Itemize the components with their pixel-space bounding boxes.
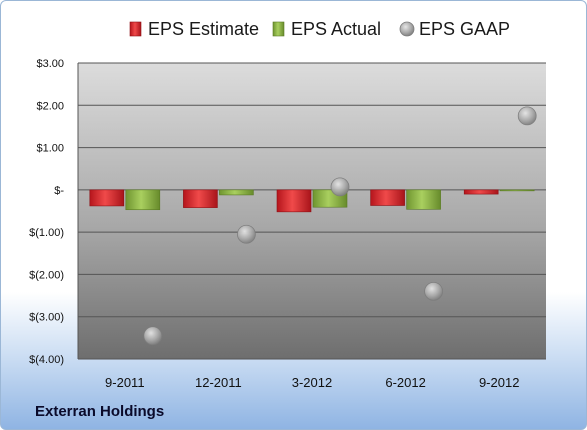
y-tick-label: $(2.00) [29, 269, 64, 281]
eps-estimate-bar [463, 189, 499, 195]
legend-gaap-swatch [399, 21, 415, 37]
y-tick-label: $- [54, 185, 64, 197]
y-tick-label: $(4.00) [29, 354, 64, 366]
company-name: Exterran Holdings [35, 403, 165, 420]
gaap-points [143, 106, 537, 346]
legend-label: EPS Actual [291, 19, 381, 39]
eps-estimate-bar [183, 189, 218, 208]
plot-area [78, 63, 546, 359]
y-tick-label: $(1.00) [29, 227, 64, 239]
x-category-label: 3-2012 [292, 375, 332, 390]
eps-gaap-point [424, 281, 444, 301]
legend: EPS Estimate EPS Actual EPS GAAP [129, 19, 510, 39]
eps-actual-bar [219, 189, 254, 196]
eps-gaap-point [330, 177, 350, 197]
eps-gaap-point [517, 106, 537, 126]
eps-actual-bar [499, 189, 535, 192]
y-tick-label: $1.00 [36, 143, 64, 155]
x-category-label: 6-2012 [385, 375, 425, 390]
eps-actual-bar [406, 189, 441, 210]
y-axis: $3.00 $2.00 $1.00 $- $(1.00) $(2.00) $(3.00) $(… [29, 58, 79, 366]
y-tick-label: $2.00 [36, 100, 64, 112]
eps-actual-bar [125, 189, 161, 211]
legend-label: EPS Estimate [148, 19, 259, 39]
legend-estimate-swatch [129, 21, 142, 37]
eps-estimate-bar [276, 189, 312, 213]
legend-actual-swatch [272, 21, 285, 37]
x-category-label: 9-2011 [105, 375, 145, 390]
x-category-label: 9-2012 [479, 375, 519, 390]
eps-gaap-point [143, 326, 163, 346]
x-axis: 9-2011 12-2011 3-2012 6-2012 9-2012 [105, 375, 519, 390]
eps-estimate-bar [370, 189, 405, 206]
y-tick-label: $3.00 [36, 58, 64, 70]
legend-label: EPS GAAP [419, 19, 510, 39]
y-tick-label: $(3.00) [29, 312, 64, 324]
x-category-label: 12-2011 [195, 375, 242, 390]
eps-gaap-point [236, 224, 256, 244]
bars [89, 189, 535, 213]
eps-estimate-bar [89, 189, 125, 207]
